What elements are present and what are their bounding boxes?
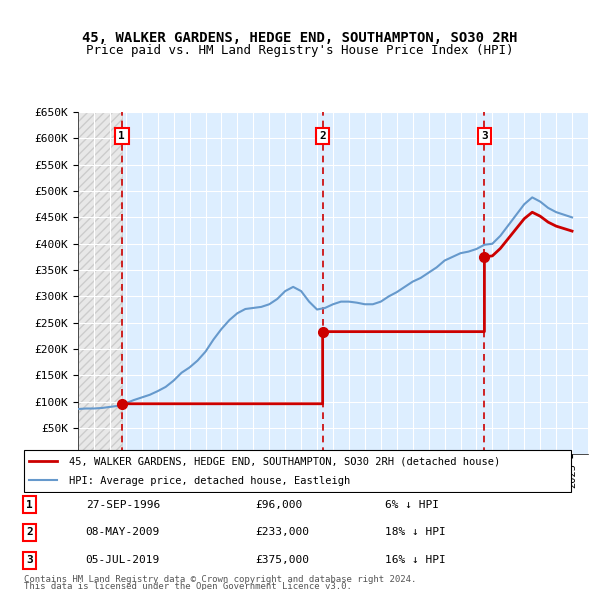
Text: 6% ↓ HPI: 6% ↓ HPI [385, 500, 439, 510]
Text: £233,000: £233,000 [255, 527, 309, 537]
Text: £375,000: £375,000 [255, 555, 309, 565]
Text: 3: 3 [481, 131, 488, 141]
Text: 3: 3 [26, 555, 32, 565]
Text: 08-MAY-2009: 08-MAY-2009 [86, 527, 160, 537]
Text: 27-SEP-1996: 27-SEP-1996 [86, 500, 160, 510]
Text: 05-JUL-2019: 05-JUL-2019 [86, 555, 160, 565]
Text: 18% ↓ HPI: 18% ↓ HPI [385, 527, 445, 537]
Text: 16% ↓ HPI: 16% ↓ HPI [385, 555, 445, 565]
Bar [78, 112, 122, 454]
Text: Price paid vs. HM Land Registry's House Price Index (HPI): Price paid vs. HM Land Registry's House … [86, 44, 514, 57]
Text: 45, WALKER GARDENS, HEDGE END, SOUTHAMPTON, SO30 2RH: 45, WALKER GARDENS, HEDGE END, SOUTHAMPT… [82, 31, 518, 45]
Text: This data is licensed under the Open Government Licence v3.0.: This data is licensed under the Open Gov… [24, 582, 352, 590]
Text: £96,000: £96,000 [255, 500, 302, 510]
FancyBboxPatch shape [23, 450, 571, 492]
Text: 2: 2 [319, 131, 326, 141]
Text: 2: 2 [26, 527, 32, 537]
Bar [78, 112, 122, 454]
Text: 45, WALKER GARDENS, HEDGE END, SOUTHAMPTON, SO30 2RH (detached house): 45, WALKER GARDENS, HEDGE END, SOUTHAMPT… [69, 457, 500, 467]
Text: HPI: Average price, detached house, Eastleigh: HPI: Average price, detached house, East… [69, 476, 350, 486]
Text: 1: 1 [26, 500, 32, 510]
Text: Contains HM Land Registry data © Crown copyright and database right 2024.: Contains HM Land Registry data © Crown c… [24, 575, 416, 584]
Text: 1: 1 [118, 131, 125, 141]
